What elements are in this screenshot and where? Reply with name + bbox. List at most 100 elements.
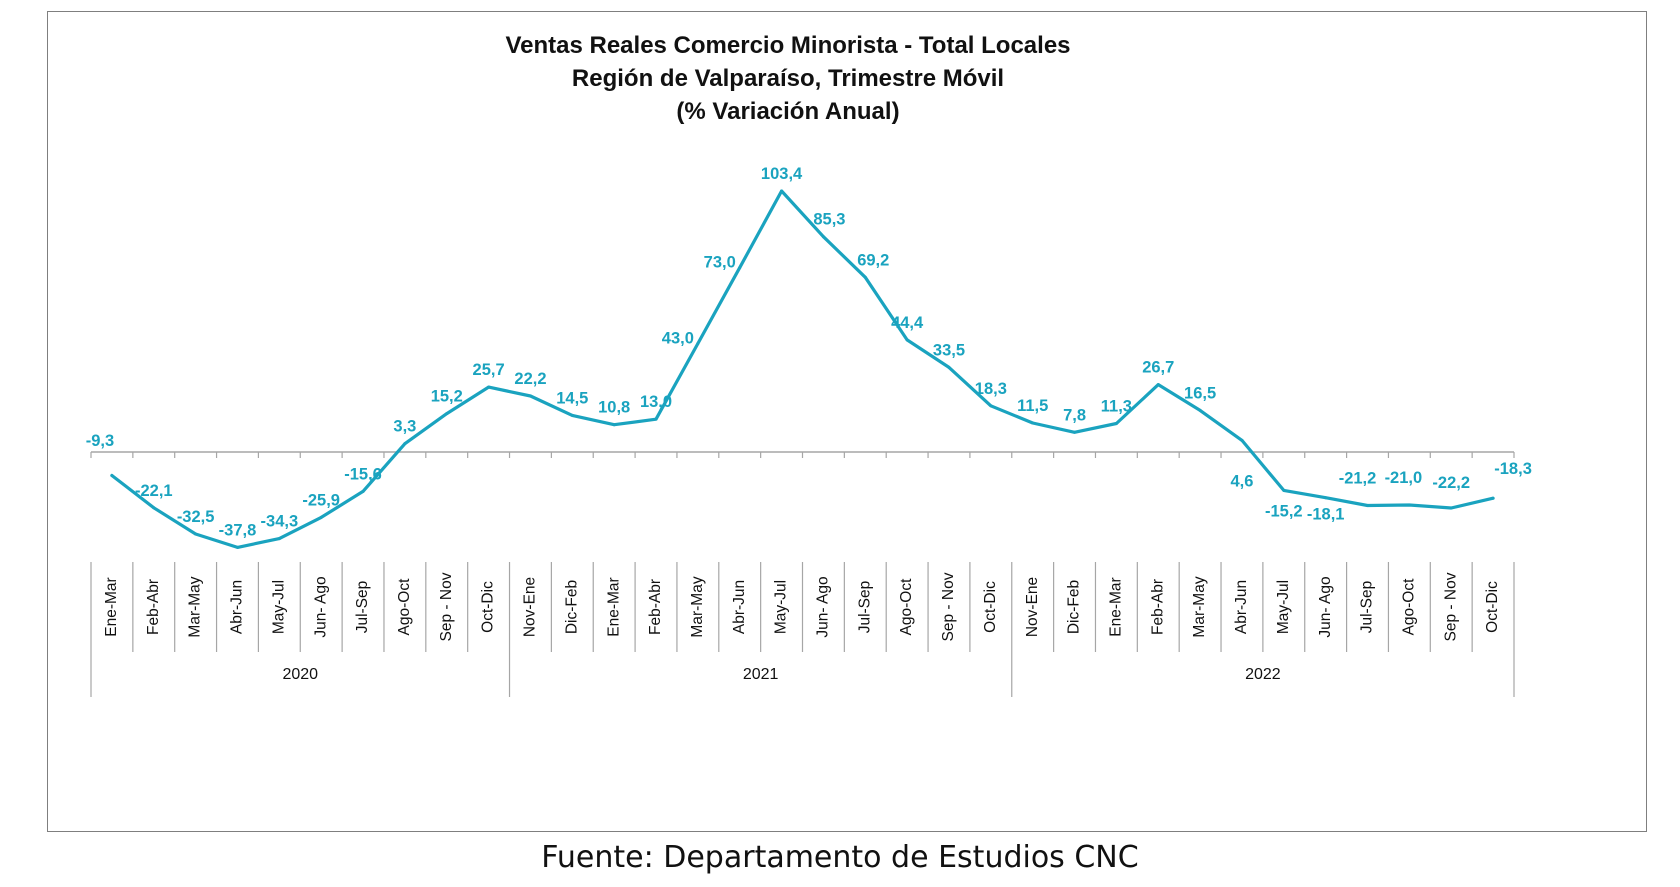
data-label: 33,5: [933, 341, 965, 359]
data-point: [1031, 421, 1035, 425]
data-point: [696, 341, 700, 345]
category-label: Sep - Nov: [940, 572, 957, 641]
series-line: [110, 189, 1495, 550]
category-label: Sep - Nov: [1442, 572, 1459, 641]
category-label: Nov-Ene: [1024, 577, 1041, 637]
data-label: -25,9: [302, 491, 340, 509]
data-label: -32,5: [177, 508, 215, 526]
year-label: 2020: [282, 666, 318, 683]
data-label: -21,2: [1339, 470, 1377, 488]
data-label: 7,8: [1063, 406, 1086, 424]
data-label: 18,3: [975, 380, 1007, 398]
category-label: Mar-May: [1191, 576, 1208, 637]
year-label: 2021: [743, 666, 779, 683]
category-label: Jul-Sep: [1359, 581, 1376, 634]
data-label: 85,3: [813, 211, 845, 229]
category-label: Dic-Feb: [563, 580, 580, 634]
data-label: 10,8: [598, 399, 630, 417]
category-label: Mar-May: [689, 576, 706, 637]
category-label: Ene-Mar: [1107, 577, 1124, 636]
data-point: [654, 417, 658, 421]
data-point: [738, 266, 742, 270]
category-label: Abr-Jun: [229, 580, 246, 634]
data-point: [1282, 488, 1286, 492]
category-label: May-Jul: [270, 580, 287, 634]
data-point: [570, 413, 574, 417]
chart-title-line-2: Región de Valparaíso, Trimestre Móvil: [572, 65, 1004, 92]
category-label: Jul-Sep: [354, 581, 371, 634]
data-point: [403, 442, 407, 446]
category-label: Ago-Oct: [396, 578, 413, 636]
data-label: -9,3: [86, 432, 114, 450]
data-point: [361, 489, 365, 493]
data-point: [1073, 430, 1077, 434]
data-point: [277, 537, 281, 541]
data-point: [1407, 503, 1411, 507]
category-label: Ago-Oct: [1400, 578, 1417, 636]
data-label: 13,0: [640, 393, 672, 411]
category-label: Mar-May: [187, 576, 204, 637]
data-label: 44,4: [891, 314, 924, 332]
category-label: Ene-Mar: [605, 577, 622, 636]
category-label: Feb-Abr: [145, 579, 162, 635]
data-label: 4,6: [1230, 472, 1253, 490]
data-label: -22,2: [1432, 474, 1470, 492]
data-point: [947, 365, 951, 369]
data-point: [319, 515, 323, 519]
category-label: Jun- Ago: [1317, 576, 1334, 637]
category-label: Oct-Dic: [982, 581, 999, 633]
data-point: [1114, 421, 1118, 425]
category-label: May-Jul: [1275, 580, 1292, 634]
category-label: Oct-Dic: [480, 581, 497, 633]
data-label: 73,0: [704, 254, 736, 272]
data-point: [528, 394, 532, 398]
data-point: [863, 275, 867, 279]
category-label: Feb-Abr: [647, 579, 664, 635]
data-point: [1366, 504, 1370, 508]
category-label: Jul-Sep: [856, 581, 873, 634]
data-label: 11,3: [1101, 397, 1132, 415]
data-point: [194, 532, 198, 536]
category-label: Nov-Ene: [522, 577, 539, 637]
data-label: -15,2: [1265, 502, 1303, 520]
year-label: 2022: [1245, 666, 1281, 683]
data-label: 26,7: [1142, 359, 1174, 377]
data-label: -15,6: [344, 465, 382, 483]
data-label: 14,5: [556, 389, 588, 407]
data-point: [1449, 506, 1453, 510]
chart-title-line-3: (% Variación Anual): [676, 98, 899, 125]
category-label: Abr-Jun: [1233, 580, 1250, 634]
data-point: [1240, 438, 1244, 442]
data-point: [487, 385, 491, 389]
data-point: [445, 412, 449, 416]
category-label: Jun- Ago: [815, 576, 832, 637]
category-label: Ago-Oct: [898, 578, 915, 636]
data-label: 43,0: [662, 329, 694, 347]
data-label: 69,2: [857, 251, 889, 269]
data-label: -37,8: [219, 521, 257, 539]
data-label: 103,4: [761, 165, 803, 183]
data-label: 16,5: [1184, 384, 1216, 402]
category-label: Feb-Abr: [1149, 579, 1166, 635]
data-label: 3,3: [393, 418, 416, 436]
data-point: [905, 338, 909, 342]
data-point: [821, 235, 825, 239]
category-label: Jun- Ago: [312, 576, 329, 637]
chart-title-line-1: Ventas Reales Comercio Minorista - Total…: [505, 32, 1070, 59]
chart-frame: Ventas Reales Comercio Minorista - Total…: [47, 11, 1647, 832]
data-label: -18,3: [1494, 460, 1532, 478]
data-point: [1491, 496, 1495, 500]
data-point: [235, 545, 239, 549]
category-label: Dic-Feb: [1066, 580, 1083, 634]
data-point: [1198, 408, 1202, 412]
data-point: [780, 189, 784, 193]
data-label: 11,5: [1017, 397, 1048, 415]
data-point: [110, 473, 114, 477]
source-note: Fuente: Departamento de Estudios CNC: [541, 840, 1139, 875]
data-point: [152, 506, 156, 510]
category-label: Sep - Nov: [438, 572, 455, 641]
category-label: Abr-Jun: [731, 580, 748, 634]
data-label: 22,2: [514, 370, 546, 388]
data-point: [989, 404, 993, 408]
data-point: [1156, 383, 1160, 387]
